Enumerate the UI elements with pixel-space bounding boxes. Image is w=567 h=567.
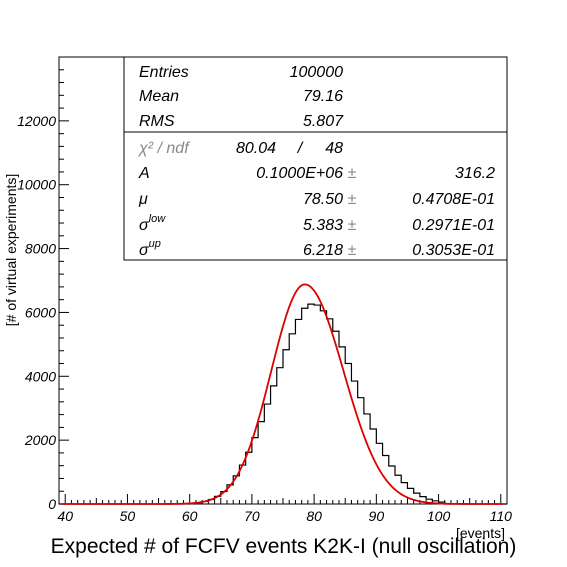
histogram-bin: [308, 304, 314, 504]
stat-mu-value: 78.50: [303, 191, 343, 208]
stat-mu-error: 0.4708E-01: [412, 191, 495, 208]
histogram-bin: [407, 488, 413, 504]
histogram-bin: [358, 398, 364, 504]
stat-mean-label: Mean: [139, 88, 179, 105]
y-tick-label: 4000: [25, 368, 56, 384]
stat-mu-pm: ±: [348, 191, 357, 208]
histogram-bin: [320, 311, 326, 504]
stat-sigma-up-pm: ±: [348, 242, 357, 259]
histogram-bin: [277, 368, 283, 504]
stat-sigma-up-error: 0.3053E-01: [412, 242, 495, 259]
histogram-bin: [271, 386, 277, 504]
stat-mu-label: μ: [138, 191, 148, 208]
histogram-bin: [264, 404, 270, 504]
stat-chi2-label: χ² / ndf: [137, 140, 190, 157]
stat-a-label: A: [138, 165, 150, 182]
histogram: [59, 303, 507, 505]
x-tick-label: 40: [57, 508, 73, 524]
histogram-bin: [289, 334, 295, 504]
x-tick-label: 80: [306, 508, 322, 524]
y-tick-label: 12000: [17, 113, 56, 129]
y-tick-label: 2000: [24, 432, 56, 448]
histogram-bin: [314, 305, 320, 504]
stat-sigma-low-value: 5.383: [303, 217, 343, 234]
histogram-bin: [295, 319, 301, 504]
y-axis-title: [# of virtual experiments]: [3, 174, 19, 327]
y-tick-label: 10000: [17, 177, 56, 193]
y-tick-label: 0: [48, 496, 56, 512]
stat-entries-label: Entries: [139, 64, 189, 81]
histogram-bin: [414, 493, 420, 504]
histogram-bin: [364, 414, 370, 504]
stat-sigma-up-label: σup: [139, 238, 161, 259]
x-tick-label: 70: [244, 508, 260, 524]
stat-sigma-up-superscript: up: [149, 238, 161, 250]
stat-chi2-separator: /: [297, 140, 304, 157]
histogram-bin: [252, 438, 258, 504]
x-tick-label: 60: [182, 508, 198, 524]
stat-sigma-low-label: σlow: [139, 213, 166, 234]
x-tick-label: 110: [490, 508, 513, 524]
stat-sigma-up-value: 6.218: [303, 242, 343, 259]
stat-chi2-value: 80.04: [236, 140, 276, 157]
stat-sigma-up-symbol: σ: [139, 242, 150, 259]
histogram-outline: [59, 303, 507, 505]
x-tick-label: 100: [427, 508, 451, 524]
stats-box: Entries 100000 Mean 79.16 RMS 5.807 χ² /…: [123, 56, 508, 261]
histogram-bin: [258, 422, 264, 504]
x-tick-label: 50: [120, 508, 136, 524]
stat-rms-label: RMS: [139, 113, 175, 130]
x-tick-label: 90: [369, 508, 385, 524]
histogram-bin: [401, 483, 407, 504]
fit-curve: [62, 283, 503, 505]
histogram-bin: [333, 331, 339, 504]
y-tick-label: 8000: [25, 241, 56, 257]
stat-a-error: 316.2: [455, 165, 495, 182]
stat-mean-value: 79.16: [303, 88, 343, 105]
x-axis-title: [events]: [456, 525, 505, 541]
histogram-bin: [302, 308, 308, 504]
stat-rms-value: 5.807: [303, 113, 344, 130]
stats-box-frame: [123, 56, 508, 261]
histogram-bin: [283, 350, 289, 504]
stat-sigma-low-symbol: σ: [139, 217, 150, 234]
stat-a-value: 0.1000E+06: [256, 165, 343, 182]
histogram-bin: [370, 429, 376, 504]
chart-caption: Expected # of FCFV events K2K-I (null os…: [50, 535, 517, 558]
y-tick-label: 6000: [25, 304, 56, 320]
stat-sigma-low-pm: ±: [348, 217, 357, 234]
stat-entries-value: 100000: [290, 64, 343, 81]
stat-sigma-low-superscript: low: [149, 213, 167, 225]
histogram-bin: [327, 319, 333, 504]
stat-ndf-value: 48: [325, 140, 343, 157]
histogram-bin: [246, 452, 252, 504]
stat-sigma-low-error: 0.2971E-01: [412, 217, 495, 234]
stat-a-pm: ±: [348, 165, 357, 182]
